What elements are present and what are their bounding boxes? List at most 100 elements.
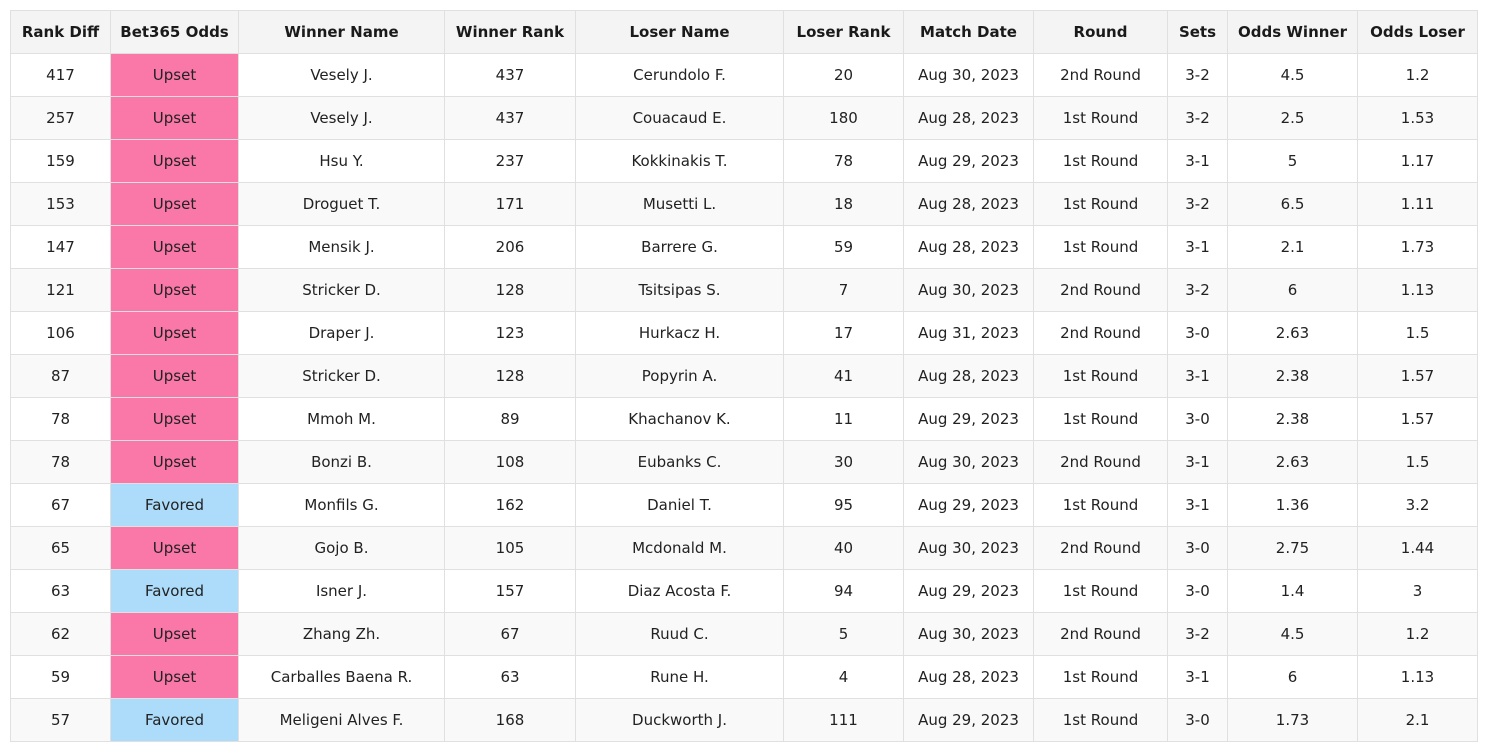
cell-odds-loser: 1.53: [1357, 96, 1478, 140]
table-body: 417 Upset Vesely J. 437 Cerundolo F. 20 Aug 30…: [10, 53, 1478, 742]
cell-winner-rank: 105: [444, 526, 576, 570]
cell-odds-winner: 1.73: [1227, 698, 1358, 742]
cell-loser-name: Cerundolo F.: [575, 53, 784, 97]
cell-winner-rank: 437: [444, 96, 576, 140]
cell-odds-loser: 1.57: [1357, 397, 1478, 441]
cell-rank-diff: 153: [10, 182, 111, 226]
cell-loser-name: Duckworth J.: [575, 698, 784, 742]
cell-odds-winner: 2.1: [1227, 225, 1358, 269]
cell-rank-diff: 78: [10, 440, 111, 484]
cell-winner-rank: 128: [444, 268, 576, 312]
cell-loser-name: Eubanks C.: [575, 440, 784, 484]
cell-winner-rank: 168: [444, 698, 576, 742]
cell-rank-diff: 147: [10, 225, 111, 269]
cell-odds-winner: 4.5: [1227, 53, 1358, 97]
cell-bet365-odds-upset: Upset: [110, 354, 239, 398]
cell-sets: 3-2: [1167, 268, 1228, 312]
cell-match-date: Aug 29, 2023: [903, 397, 1034, 441]
table-header: Rank Diff Bet365 Odds Winner Name Winner Ra…: [10, 10, 1478, 54]
cell-winner-name: Stricker D.: [238, 354, 445, 398]
cell-rank-diff: 63: [10, 569, 111, 613]
cell-sets: 3-2: [1167, 53, 1228, 97]
column-header-odds-winner[interactable]: Odds Winner: [1227, 10, 1358, 54]
cell-loser-name: Barrere G.: [575, 225, 784, 269]
cell-loser-rank: 11: [783, 397, 904, 441]
column-header-rank-diff[interactable]: Rank Diff: [10, 10, 111, 54]
cell-loser-name: Daniel T.: [575, 483, 784, 527]
cell-round: 1st Round: [1033, 225, 1168, 269]
cell-match-date: Aug 30, 2023: [903, 612, 1034, 656]
cell-rank-diff: 106: [10, 311, 111, 355]
column-header-round[interactable]: Round: [1033, 10, 1168, 54]
cell-sets: 3-1: [1167, 225, 1228, 269]
table-row: 59 Upset Carballes Baena R. 63 Rune H. 4 Aug 2…: [10, 655, 1478, 699]
table-row: 106 Upset Draper J. 123 Hurkacz H. 17 Aug 31, …: [10, 311, 1478, 355]
table-row: 65 Upset Gojo B. 105 Mcdonald M. 40 Aug 30, 20…: [10, 526, 1478, 570]
cell-odds-loser: 1.2: [1357, 612, 1478, 656]
cell-loser-name: Musetti L.: [575, 182, 784, 226]
cell-odds-loser: 1.13: [1357, 655, 1478, 699]
cell-sets: 3-2: [1167, 182, 1228, 226]
cell-match-date: Aug 28, 2023: [903, 354, 1034, 398]
column-header-winner-name[interactable]: Winner Name: [238, 10, 445, 54]
cell-bet365-odds-upset: Upset: [110, 526, 239, 570]
cell-match-date: Aug 30, 2023: [903, 526, 1034, 570]
cell-winner-rank: 171: [444, 182, 576, 226]
cell-match-date: Aug 30, 2023: [903, 53, 1034, 97]
cell-winner-rank: 162: [444, 483, 576, 527]
column-header-bet365-odds[interactable]: Bet365 Odds: [110, 10, 239, 54]
column-header-loser-rank[interactable]: Loser Rank: [783, 10, 904, 54]
cell-round: 1st Round: [1033, 569, 1168, 613]
column-header-loser-name[interactable]: Loser Name: [575, 10, 784, 54]
cell-odds-loser: 1.11: [1357, 182, 1478, 226]
cell-round: 1st Round: [1033, 397, 1168, 441]
cell-loser-rank: 78: [783, 139, 904, 183]
cell-winner-name: Monfils G.: [238, 483, 445, 527]
cell-odds-winner: 2.75: [1227, 526, 1358, 570]
cell-rank-diff: 59: [10, 655, 111, 699]
column-header-odds-loser[interactable]: Odds Loser: [1357, 10, 1478, 54]
table-row: 63 Favored Isner J. 157 Diaz Acosta F. 94 Aug …: [10, 569, 1478, 613]
cell-sets: 3-1: [1167, 139, 1228, 183]
cell-bet365-odds-favored: Favored: [110, 483, 239, 527]
cell-loser-rank: 41: [783, 354, 904, 398]
cell-loser-name: Diaz Acosta F.: [575, 569, 784, 613]
cell-round: 1st Round: [1033, 139, 1168, 183]
header-row: Rank Diff Bet365 Odds Winner Name Winner Ra…: [10, 10, 1478, 54]
cell-winner-name: Mensik J.: [238, 225, 445, 269]
cell-odds-loser: 1.5: [1357, 311, 1478, 355]
column-header-winner-rank[interactable]: Winner Rank: [444, 10, 576, 54]
table-row: 57 Favored Meligeni Alves F. 168 Duckworth J…: [10, 698, 1478, 742]
cell-round: 2nd Round: [1033, 311, 1168, 355]
cell-match-date: Aug 28, 2023: [903, 655, 1034, 699]
column-header-sets[interactable]: Sets: [1167, 10, 1228, 54]
cell-sets: 3-1: [1167, 655, 1228, 699]
cell-loser-rank: 18: [783, 182, 904, 226]
cell-winner-name: Draper J.: [238, 311, 445, 355]
table-row: 147 Upset Mensik J. 206 Barrere G. 59 Aug 28, …: [10, 225, 1478, 269]
cell-winner-rank: 128: [444, 354, 576, 398]
cell-winner-name: Zhang Zh.: [238, 612, 445, 656]
cell-loser-name: Rune H.: [575, 655, 784, 699]
cell-round: 1st Round: [1033, 655, 1168, 699]
column-header-match-date[interactable]: Match Date: [903, 10, 1034, 54]
cell-bet365-odds-upset: Upset: [110, 268, 239, 312]
cell-winner-name: Droguet T.: [238, 182, 445, 226]
table-row: 257 Upset Vesely J. 437 Couacaud E. 180 Aug 28…: [10, 96, 1478, 140]
cell-match-date: Aug 30, 2023: [903, 440, 1034, 484]
cell-match-date: Aug 28, 2023: [903, 96, 1034, 140]
table-row: 153 Upset Droguet T. 171 Musetti L. 18 Aug 28,…: [10, 182, 1478, 226]
cell-winner-rank: 237: [444, 139, 576, 183]
cell-winner-rank: 157: [444, 569, 576, 613]
cell-winner-rank: 123: [444, 311, 576, 355]
cell-rank-diff: 121: [10, 268, 111, 312]
cell-bet365-odds-upset: Upset: [110, 311, 239, 355]
cell-winner-rank: 63: [444, 655, 576, 699]
cell-odds-loser: 1.5: [1357, 440, 1478, 484]
cell-round: 1st Round: [1033, 483, 1168, 527]
cell-winner-rank: 67: [444, 612, 576, 656]
cell-odds-loser: 2.1: [1357, 698, 1478, 742]
cell-round: 2nd Round: [1033, 526, 1168, 570]
cell-loser-name: Kokkinakis T.: [575, 139, 784, 183]
cell-loser-rank: 180: [783, 96, 904, 140]
